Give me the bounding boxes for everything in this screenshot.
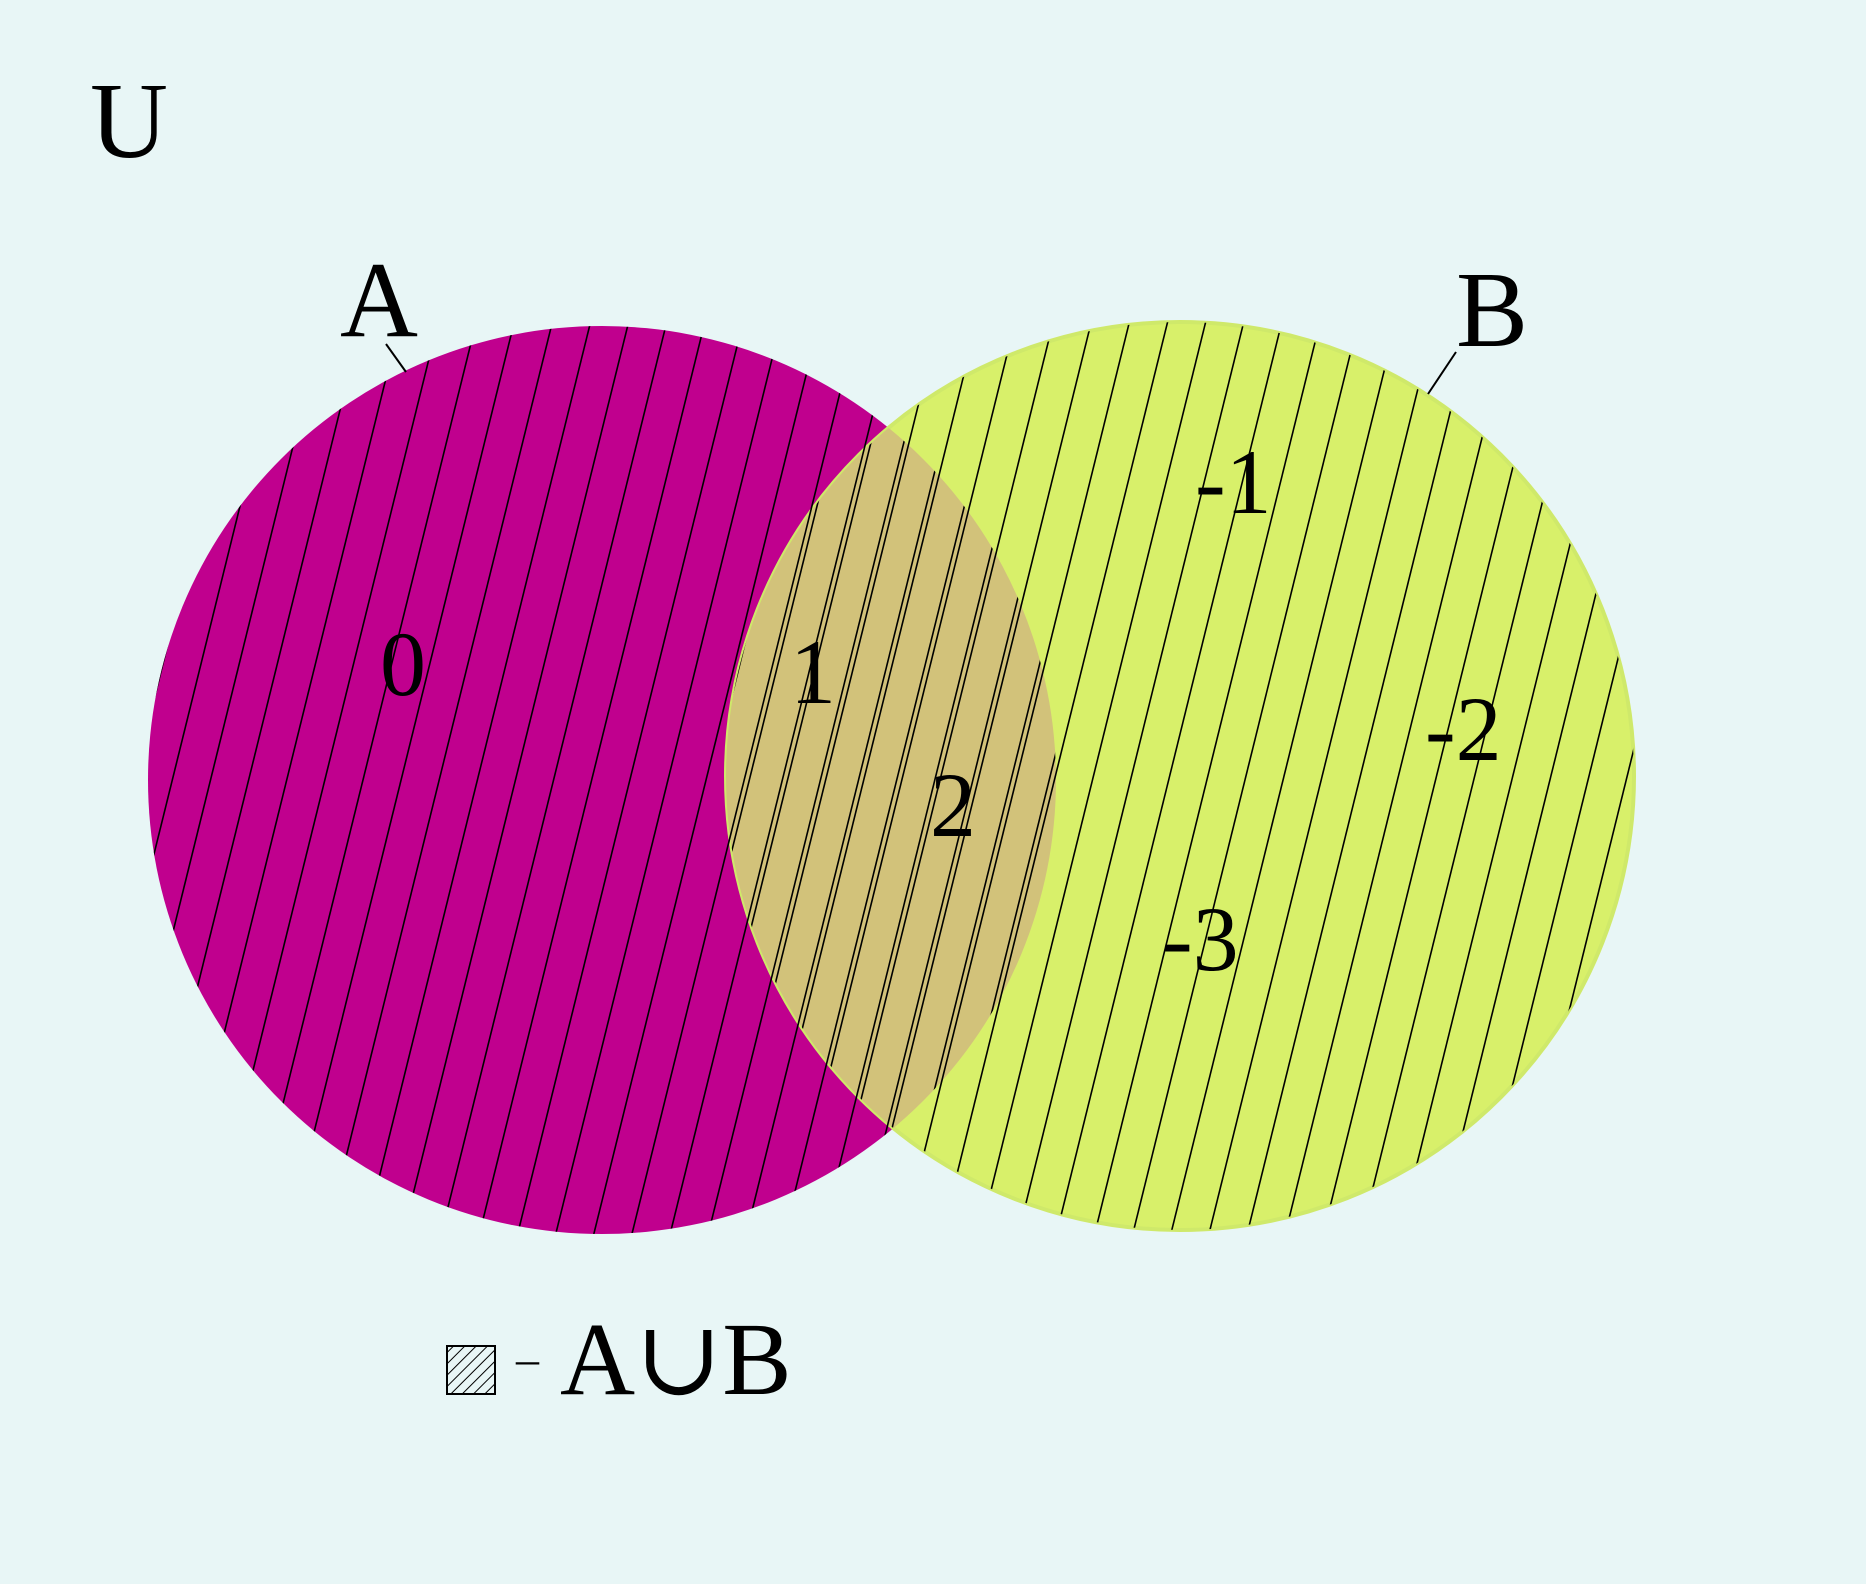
hatch-line-a-11 — [424, 326, 688, 1234]
hatch-line-b-24 — [1469, 351, 1634, 1230]
hatch-line-a-15 — [568, 326, 832, 1234]
element-a-only-0: 0 — [380, 613, 426, 715]
hatch-line-b-17 — [1218, 322, 1482, 1230]
hatch-line-b-6 — [823, 322, 1087, 1230]
element-b-only-neg2: -2 — [1425, 678, 1502, 780]
element-b-only-neg3: -3 — [1162, 888, 1239, 990]
hatched-square-icon — [446, 1345, 496, 1395]
hatch-line-b-8 — [895, 322, 1159, 1230]
hatch-line-b-15 — [1146, 322, 1410, 1230]
legend-separator: – — [515, 1333, 540, 1384]
set-a-label: A — [340, 241, 418, 360]
hatch-line-a-19 — [712, 326, 976, 1234]
hatch-line-b-5 — [787, 322, 1051, 1230]
element-b-only-neg1: -1 — [1195, 431, 1272, 533]
hatch-line-a-8 — [317, 326, 581, 1234]
hatch-line-b-11 — [1002, 322, 1266, 1230]
hatch-line-b-18 — [1254, 322, 1518, 1230]
hatch-line-b-14 — [1110, 322, 1374, 1230]
hatch-line-b-10 — [966, 322, 1230, 1230]
hatch-line-a-7 — [281, 326, 545, 1234]
hatch-line-b-12 — [1038, 322, 1302, 1230]
hatch-line-a-5 — [209, 326, 473, 1234]
hatch-line-a-14 — [532, 326, 796, 1234]
set-b-label: B — [1456, 251, 1528, 370]
legend-expression: A∪B — [560, 1302, 792, 1417]
element-intersection-2: 2 — [930, 754, 976, 856]
hatch-line-b-9 — [931, 322, 1195, 1230]
hatch-line-a-18 — [676, 326, 940, 1234]
hatch-line-b-19 — [1290, 322, 1554, 1230]
hatch-line-b-16 — [1182, 322, 1446, 1230]
hatch-line-a-17 — [640, 326, 904, 1234]
hatch-line-b-7 — [859, 322, 1123, 1230]
set-a-leader-line — [385, 343, 407, 373]
universe-label: U — [90, 62, 168, 181]
hatch-line-a-9 — [353, 326, 617, 1234]
hatch-line-a-10 — [388, 326, 652, 1234]
legend: – A∪B — [446, 1302, 792, 1417]
set-b-leader-line — [1427, 351, 1457, 395]
element-intersection-1: 1 — [790, 621, 836, 723]
hatch-line-a-24 — [891, 355, 1056, 1234]
hatch-line-a-6 — [245, 326, 509, 1234]
hatch-line-a-12 — [460, 326, 724, 1234]
hatch-line-b-13 — [1074, 322, 1338, 1230]
hatch-line-a-13 — [496, 326, 760, 1234]
hatch-line-a-16 — [604, 326, 868, 1234]
